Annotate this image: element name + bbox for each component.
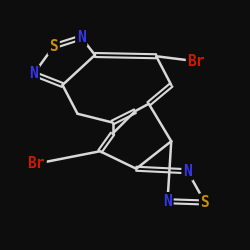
Text: N: N — [30, 66, 38, 81]
Text: N: N — [163, 194, 172, 209]
Text: S: S — [200, 195, 209, 210]
Text: Br: Br — [188, 54, 205, 69]
Text: S: S — [50, 39, 58, 54]
Text: N: N — [183, 164, 192, 179]
Text: Br: Br — [28, 156, 45, 171]
Text: N: N — [77, 30, 86, 45]
